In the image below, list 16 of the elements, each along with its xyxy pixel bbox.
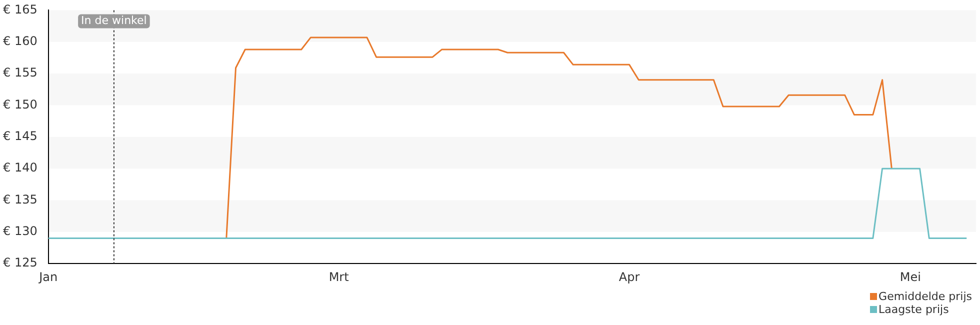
x-tick-label: Jan xyxy=(38,270,58,284)
y-tick-label: € 140 xyxy=(2,160,38,175)
y-tick-label: € 125 xyxy=(2,256,38,270)
y-tick-label: € 135 xyxy=(2,192,38,206)
y-tick-label: € 130 xyxy=(2,224,38,238)
y-tick-label: € 155 xyxy=(2,66,38,80)
y-tick-label: € 150 xyxy=(2,97,38,112)
y-tick-label: € 165 xyxy=(2,2,38,16)
x-tick-label: Apr xyxy=(618,270,640,284)
x-tick-label: Mei xyxy=(900,270,921,284)
y-tick-label: € 160 xyxy=(2,34,38,48)
x-tick-label: Mrt xyxy=(328,270,350,284)
y-tick-label: € 145 xyxy=(2,129,38,144)
legend-label: Gemiddelde prijs xyxy=(878,290,972,303)
legend-label: Laagste prijs xyxy=(878,303,950,316)
ref-line-label: In de winkel xyxy=(81,14,147,28)
